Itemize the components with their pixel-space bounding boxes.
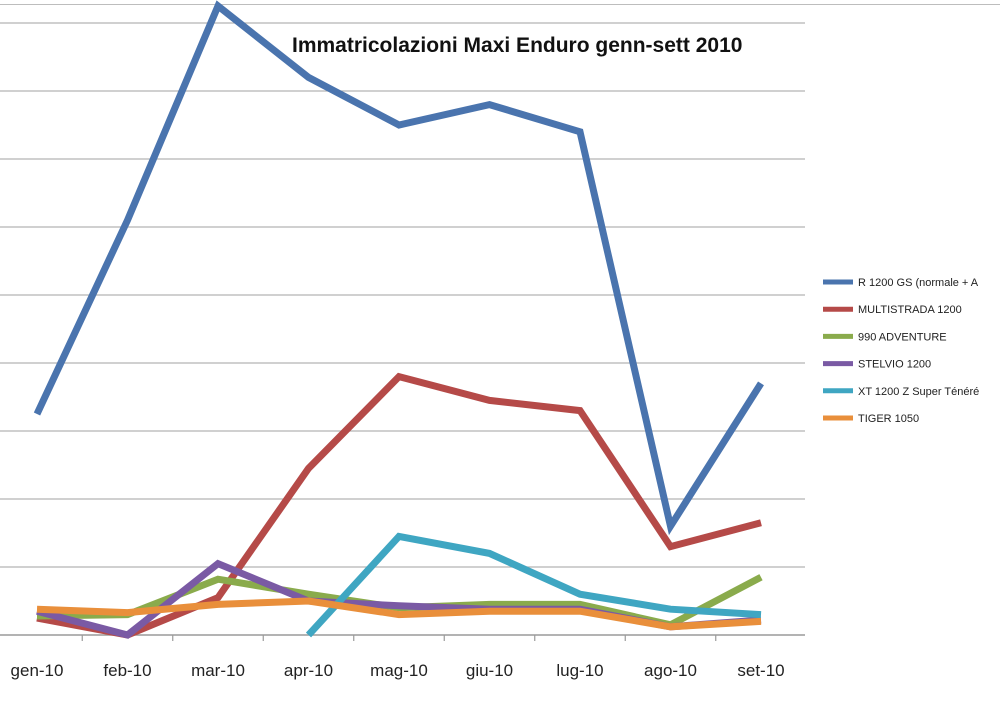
legend-label: STELVIO 1200 [858,359,931,371]
x-tick-label: ago-10 [644,661,697,680]
series-line [33,0,764,536]
series-line [36,597,762,631]
x-tick-label: giu-10 [466,661,513,680]
legend-label: TIGER 1050 [858,413,919,425]
x-tick-label: set-10 [737,661,784,680]
x-tick-label: apr-10 [284,661,333,680]
x-tick-label: gen-10 [11,661,64,680]
legend-label: XT 1200 Z Super Ténéré [858,386,979,398]
x-tick-label: mag-10 [370,661,428,680]
gridlines [0,22,805,636]
chart-title: Immatricolazioni Maxi Enduro genn-sett 2… [292,34,742,57]
x-tick-label: feb-10 [103,661,151,680]
x-tick-label: lug-10 [556,661,603,680]
x-tick-label: mar-10 [191,661,245,680]
chart-top-border [0,4,1000,5]
series-lines [33,0,764,639]
legend-label: R 1200 GS (normale + A [858,277,979,289]
x-axis: gen-10 feb-10 mar-10 apr-10 mag-10 giu-10 lug-… [11,635,785,680]
series-line [36,372,762,639]
series-line [305,532,762,638]
legend-label: 990 ADVENTURE [858,331,947,343]
legend-label: MULTISTRADA 1200 [858,304,962,316]
legend: R 1200 GS (normale + A MULTISTRADA 1200 99… [823,277,979,425]
